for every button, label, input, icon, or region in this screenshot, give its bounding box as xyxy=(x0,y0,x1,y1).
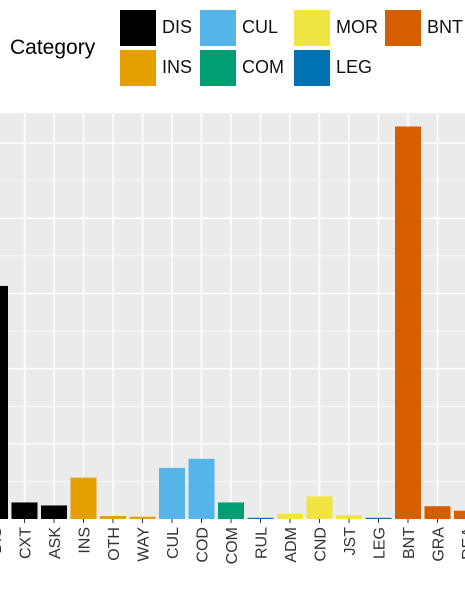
bar-jst xyxy=(336,515,362,519)
legend: Category DIS INS CUL COM MOR LEG BNT xyxy=(0,0,465,95)
x-tick-label: COM xyxy=(224,527,241,564)
x-tick-label: GRA xyxy=(431,527,448,562)
bar-gra xyxy=(424,506,451,519)
bar-adm xyxy=(277,513,303,519)
x-tick-label: ADM xyxy=(283,527,300,563)
legend-swatch-bnt xyxy=(385,10,421,46)
bar-rul xyxy=(247,517,274,519)
bar-cod xyxy=(188,458,215,519)
x-tick-label: ASK xyxy=(47,527,64,559)
bar-oth xyxy=(100,515,126,519)
x-tick-label: DIS xyxy=(0,527,5,554)
legend-label-cul: CUL xyxy=(242,17,279,37)
legend-label-dis: DIS xyxy=(162,17,193,37)
legend-swatch-cul xyxy=(200,10,236,46)
bar-cxt xyxy=(11,502,38,519)
legend-title: Category xyxy=(10,36,96,59)
bar-bnt xyxy=(395,126,421,520)
bar-cnd xyxy=(306,496,333,519)
x-tick-label: INS xyxy=(77,527,94,554)
x-tick-label: RUL xyxy=(254,527,271,559)
x-tick-label: REA xyxy=(460,527,465,560)
legend-label-leg: LEG xyxy=(336,57,373,77)
legend-label-bnt: BNT xyxy=(427,17,463,37)
x-tick-label: CND xyxy=(313,527,330,562)
legend-label-mor: MOR xyxy=(336,17,378,37)
legend-swatch-dis xyxy=(120,10,156,46)
x-tick-label: BNT xyxy=(401,527,418,559)
bar-rea xyxy=(454,510,465,519)
bar-com xyxy=(218,502,244,519)
bar-cul xyxy=(159,467,185,519)
x-tick-label: OTH xyxy=(106,527,123,561)
legend-swatch-leg xyxy=(294,50,330,86)
legend-swatch-mor xyxy=(294,10,330,46)
bar-ask xyxy=(41,505,67,519)
x-tick-label: JST xyxy=(342,527,359,556)
x-tick-label: CXT xyxy=(18,527,35,559)
legend-label-ins: INS xyxy=(162,57,193,77)
bar-dis xyxy=(0,285,8,519)
x-tick-label: COD xyxy=(195,527,212,563)
bar-way xyxy=(129,516,156,519)
x-tick-label: CUL xyxy=(165,527,182,559)
legend-swatch-ins xyxy=(120,50,156,86)
x-tick-label: LEG xyxy=(372,527,389,559)
legend-swatch-com xyxy=(200,50,236,86)
x-tick-label: WAY xyxy=(136,527,153,562)
bar-leg xyxy=(365,517,392,519)
bar-ins xyxy=(70,477,97,519)
legend-label-com: COM xyxy=(242,57,284,77)
